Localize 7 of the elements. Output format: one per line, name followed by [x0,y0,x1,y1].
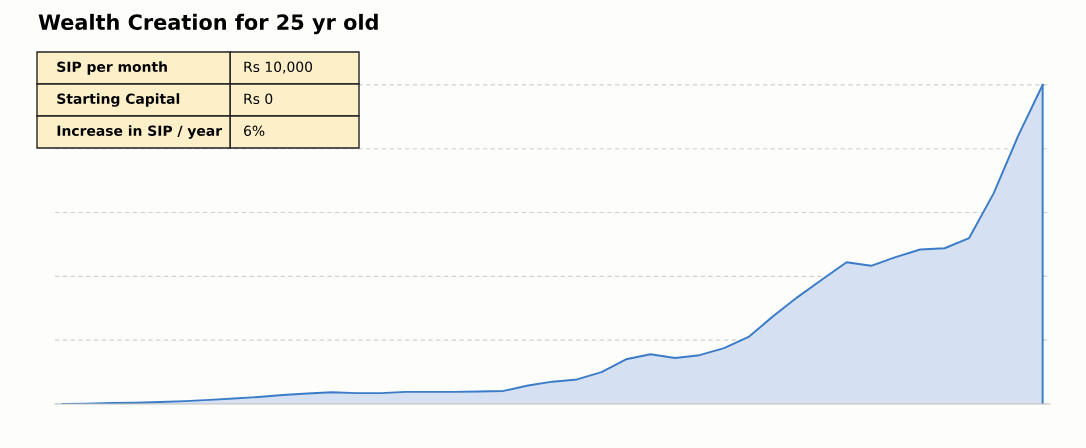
annotation: Increase in SIP / year [57,125,222,139]
annotation: 6% [244,125,265,137]
annotation: Rs 0 [244,93,273,105]
text: SIP per month [57,61,167,75]
annotation: Starting Capital [57,93,180,107]
chart-title: Wealth Creation for 25 yr old [38,13,378,35]
text: Rs 10,000 [244,61,313,74]
